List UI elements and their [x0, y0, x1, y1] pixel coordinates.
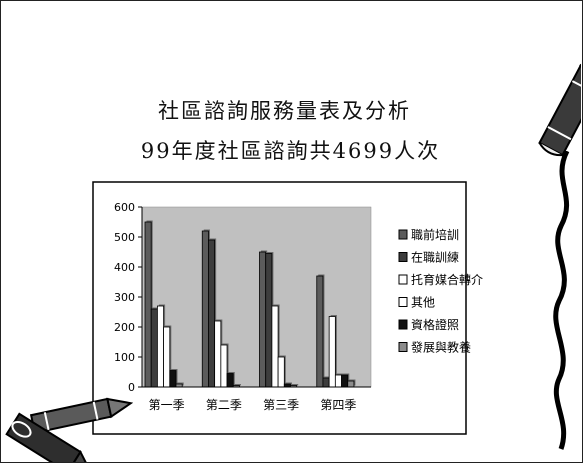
bar — [163, 326, 171, 388]
legend-label: 托育媒合轉介 — [411, 272, 483, 287]
bar — [259, 251, 267, 388]
y-tick-label: 300 — [114, 291, 135, 304]
slide-subtitle: 99年度社區諮詢共4699人次 — [140, 139, 441, 163]
x-category-label: 第三季 — [263, 398, 299, 412]
bar-shadow — [292, 384, 299, 386]
crayon-top-right-icon — [538, 38, 581, 157]
bar — [208, 239, 216, 388]
x-category-label: 第一季 — [149, 398, 185, 412]
bar — [201, 230, 209, 388]
bar — [150, 308, 158, 388]
bar — [265, 253, 273, 388]
legend-swatch — [398, 319, 408, 330]
bar — [328, 316, 336, 388]
bars — [142, 220, 371, 388]
bar — [214, 320, 222, 388]
y-tick-label: 400 — [114, 261, 135, 274]
legend-label: 在職訓練 — [411, 250, 459, 265]
legend-swatch — [398, 342, 408, 352]
bar — [144, 221, 152, 388]
legend-swatch — [398, 229, 408, 240]
bar — [226, 373, 234, 388]
bar — [322, 377, 330, 388]
bar — [334, 374, 342, 388]
x-axis: 第一季 第二季 第三季 第四季 — [149, 398, 357, 412]
bar — [169, 370, 177, 388]
legend-swatch — [398, 274, 408, 285]
y-tick-label: 0 — [128, 381, 135, 394]
bar — [220, 344, 228, 388]
x-category-label: 第四季 — [320, 398, 356, 412]
legend-label: 發展與教養 — [411, 340, 471, 355]
y-tick-label: 100 — [114, 351, 135, 364]
crayon-scribble-icon — [553, 151, 570, 450]
legend-swatch — [398, 252, 408, 262]
y-tick-label: 600 — [114, 201, 135, 214]
slide-title: 社區諮詢服務量表及分析 — [158, 99, 411, 123]
bar — [316, 275, 324, 388]
bar — [347, 380, 355, 388]
legend-swatch — [398, 297, 408, 307]
x-category-label: 第二季 — [206, 398, 242, 412]
y-tick-label: 200 — [114, 321, 135, 334]
y-axis: 0 100 200 300 400 500 600 — [114, 201, 143, 394]
legend-label: 資格證照 — [411, 317, 459, 332]
legend-label: 其他 — [411, 296, 435, 310]
legend-label: 職前培訓 — [411, 227, 459, 242]
y-tick-label: 500 — [114, 231, 135, 244]
bar — [271, 305, 279, 388]
bar-shadow — [234, 384, 241, 386]
crayons-bottom-left-icon — [5, 397, 133, 462]
bar — [341, 374, 349, 388]
bar — [277, 356, 285, 388]
bar — [156, 305, 164, 388]
